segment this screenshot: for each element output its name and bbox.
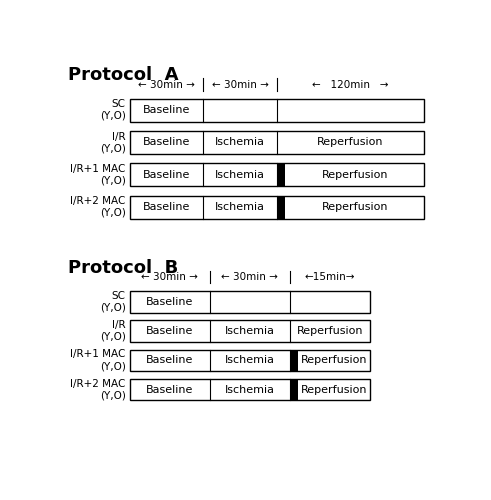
Bar	[290, 379, 298, 400]
Text: Baseline: Baseline	[143, 202, 190, 212]
Text: I/R+2 MAC
(Y,O): I/R+2 MAC (Y,O)	[70, 196, 126, 218]
Text: Baseline: Baseline	[146, 326, 193, 336]
Bar	[290, 350, 298, 371]
Text: I/R+1 MAC
(Y,O): I/R+1 MAC (Y,O)	[70, 164, 126, 186]
Text: SC
(Y,O): SC (Y,O)	[100, 99, 126, 121]
Text: ← 30min →: ← 30min →	[221, 272, 278, 282]
Text: Baseline: Baseline	[146, 356, 193, 366]
Text: ←15min→: ←15min→	[304, 272, 355, 282]
Bar	[130, 291, 370, 312]
Text: ← 30min →: ← 30min →	[141, 272, 198, 282]
Text: Baseline: Baseline	[146, 297, 193, 307]
Text: I/R+1 MAC
(Y,O): I/R+1 MAC (Y,O)	[70, 350, 126, 371]
Text: Protocol  A: Protocol A	[68, 66, 178, 84]
Text: Reperfusion: Reperfusion	[317, 138, 383, 147]
Text: Baseline: Baseline	[143, 105, 190, 115]
Text: Ischemia: Ischemia	[224, 356, 274, 366]
Bar	[130, 196, 424, 218]
Bar	[130, 320, 370, 342]
Bar	[130, 131, 424, 154]
Text: Ischemia: Ischemia	[215, 202, 265, 212]
Text: ← 30min →: ← 30min →	[138, 80, 195, 90]
Text: Reperfusion: Reperfusion	[300, 356, 367, 366]
Text: Ischemia: Ischemia	[224, 384, 274, 394]
Text: Protocol  B: Protocol B	[68, 258, 178, 276]
Text: Ischemia: Ischemia	[224, 326, 274, 336]
Text: Baseline: Baseline	[146, 384, 193, 394]
Bar	[130, 163, 424, 186]
Bar	[130, 379, 370, 400]
Text: Baseline: Baseline	[143, 170, 190, 179]
Text: I/R
(Y,O): I/R (Y,O)	[100, 320, 126, 342]
Text: ←   120min   →: ← 120min →	[312, 80, 389, 90]
Bar	[130, 350, 370, 371]
Text: Ischemia: Ischemia	[215, 170, 265, 179]
Text: Reperfusion: Reperfusion	[297, 326, 363, 336]
Text: I/R
(Y,O): I/R (Y,O)	[100, 132, 126, 153]
Text: SC
(Y,O): SC (Y,O)	[100, 291, 126, 312]
Text: ← 30min →: ← 30min →	[212, 80, 269, 90]
Bar	[130, 98, 424, 122]
Bar	[277, 196, 285, 218]
Text: Ischemia: Ischemia	[215, 138, 265, 147]
Text: Reperfusion: Reperfusion	[322, 170, 388, 179]
Text: Reperfusion: Reperfusion	[322, 202, 388, 212]
Text: Reperfusion: Reperfusion	[300, 384, 367, 394]
Text: Baseline: Baseline	[143, 138, 190, 147]
Bar	[277, 163, 285, 186]
Text: I/R+2 MAC
(Y,O): I/R+2 MAC (Y,O)	[70, 379, 126, 400]
